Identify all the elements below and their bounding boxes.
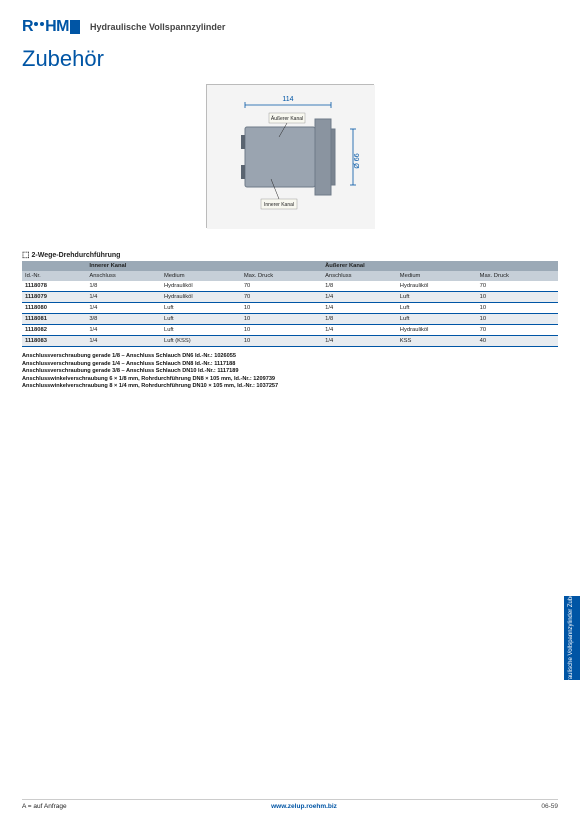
page-footer: A = auf Anfrage www.zelup.roehm.biz 06-5… [22,799,558,810]
page-header: RHM Hydraulische Vollspannzylinder [22,18,558,36]
table-row: 11180781/8Hydrauliköl701/8Hydrauliköl70 [22,281,558,292]
spec-table: Innerer Kanal Äußerer Kanal Id.-Nr.Ansch… [22,261,558,347]
table-row: 11180801/4Luft101/4Luft10 [22,303,558,314]
footer-left: A = auf Anfrage [22,803,67,810]
note-inner: Innerer Kanal [264,202,294,208]
dim-width: 114 [282,96,293,103]
table-group-row: Innerer Kanal Äußerer Kanal [22,261,558,271]
table-row: 11180791/4Hydrauliköl701/4Luft10 [22,292,558,303]
dim-dia: Ø 66 [354,153,361,168]
table-header-row: Id.-Nr.AnschlussMediumMax. DruckAnschlus… [22,271,558,281]
table-caption: ⬚ 2-Wege-Drehdurchführung [22,250,558,259]
table-row: 11180813/8Luft101/8Luft10 [22,314,558,325]
footnotes: Anschlussverschraubung gerade 1/8 – Ansc… [22,353,558,391]
table-row: 11180831/4Luft (KSS)101/4KSS40 [22,336,558,347]
technical-drawing: 114 Äußerer Kanal Innerer Kanal Ø 66 [206,84,374,228]
footer-page: 06-59 [541,803,558,810]
note-outer: Äußerer Kanal [271,115,303,122]
footer-url: www.zelup.roehm.biz [271,803,337,810]
page-title: Zubehör [22,46,558,72]
table-row: 11180821/4Luft101/4Hydrauliköl70 [22,325,558,336]
header-subtitle: Hydraulische Vollspannzylinder [90,22,225,32]
logo: RHM [22,18,80,36]
side-tab: Hydraulische Voll­spannzylinder Zubehör [564,596,580,680]
